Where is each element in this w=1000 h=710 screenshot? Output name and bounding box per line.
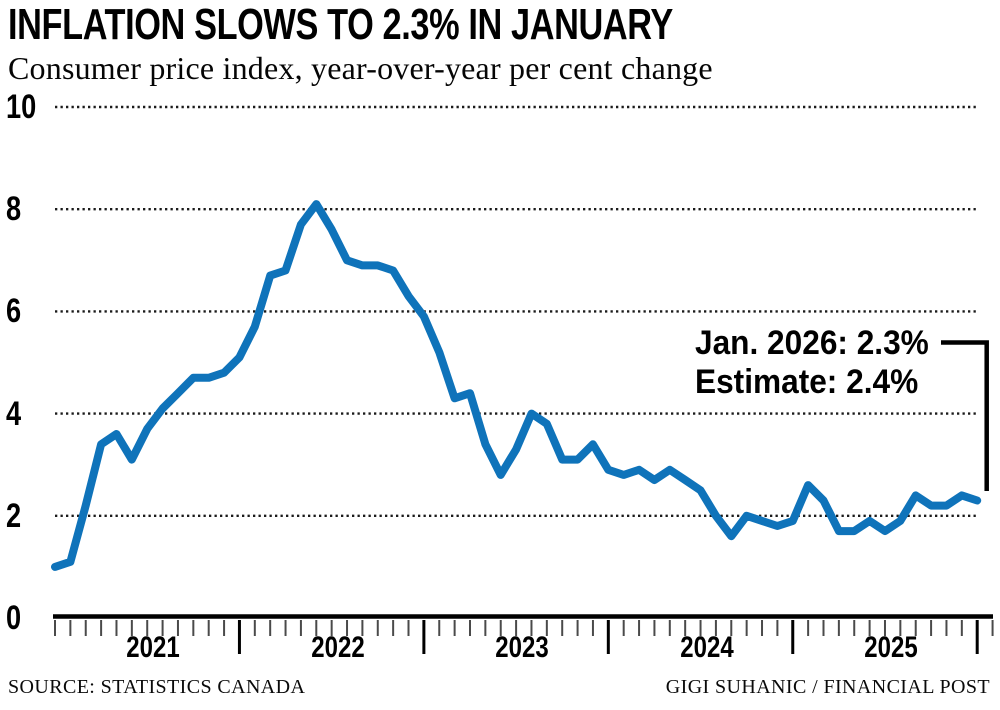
cpi-line-path bbox=[51, 200, 982, 571]
y-axis-label-6: 6 bbox=[6, 292, 22, 331]
x-axis-year-label-2021: 2021 bbox=[126, 631, 180, 664]
cpi-line bbox=[51, 200, 982, 571]
y-axis-label-10: 10 bbox=[6, 88, 37, 126]
x-axis-year-label-2022: 2022 bbox=[310, 631, 365, 664]
annotation-estimate-line: Estimate: 2.4% bbox=[695, 363, 919, 401]
y-axis-label-0: 0 bbox=[6, 599, 22, 637]
x-axis-year-label-2023: 2023 bbox=[495, 631, 549, 664]
x-axis-year-label-2025: 2025 bbox=[864, 631, 918, 664]
chart-subtitle: Consumer price index, year-over-year per… bbox=[8, 50, 713, 86]
footer: SOURCE: STATISTICS CANADA GIGI SUHANIC /… bbox=[8, 676, 990, 699]
author-credit: GIGI SUHANIC / FINANCIAL POST bbox=[665, 676, 990, 698]
annotation-connector-line bbox=[941, 340, 989, 491]
page-title: INFLATION SLOWS TO 2.3% IN JANUARY bbox=[8, 0, 673, 49]
y-axis-label-2: 2 bbox=[6, 496, 22, 535]
annotation-connector bbox=[941, 340, 989, 491]
source-credit: SOURCE: STATISTICS CANADA bbox=[8, 676, 306, 698]
annotation-latest-line: Jan. 2026: 2.3% bbox=[695, 324, 929, 362]
latest-value-annotation: Jan. 2026: 2.3% Estimate: 2.4% bbox=[695, 324, 929, 402]
x-axis-year-label-2024: 2024 bbox=[679, 631, 734, 664]
y-axis-label-8: 8 bbox=[6, 190, 22, 229]
y-axis-label-4: 4 bbox=[6, 394, 22, 433]
x-axis-ticks bbox=[54, 620, 994, 654]
